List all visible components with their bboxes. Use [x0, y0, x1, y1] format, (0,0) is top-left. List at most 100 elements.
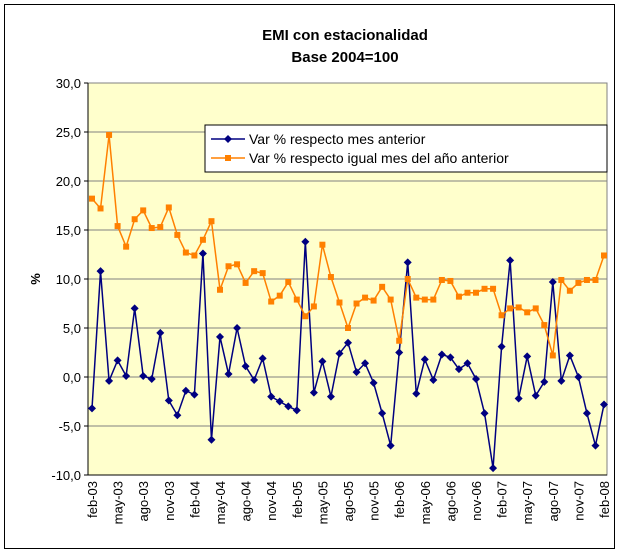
data-point [574, 373, 583, 381]
data-point [541, 322, 548, 329]
data-point [157, 224, 164, 231]
data-point [464, 289, 471, 296]
data-point [558, 276, 565, 283]
legend-label: Var % respecto mes anterior [249, 131, 426, 147]
data-point [345, 325, 351, 331]
data-point [583, 276, 590, 283]
data-point [369, 378, 378, 387]
data-point [258, 354, 267, 363]
x-tick-label: may-05 [315, 481, 330, 524]
data-point [140, 207, 147, 214]
y-tick-label: 0,0 [63, 370, 81, 385]
data-point [96, 267, 105, 276]
data-point [105, 376, 114, 385]
data-point [182, 249, 189, 256]
data-point [490, 285, 497, 292]
x-tick-label: may-07 [520, 481, 535, 524]
data-point [234, 261, 241, 268]
data-point [309, 388, 318, 397]
data-point [515, 304, 522, 311]
data-point [267, 392, 276, 401]
data-point [164, 396, 173, 405]
data-point [386, 441, 395, 450]
x-tick-label: feb-06 [392, 481, 407, 518]
data-point [481, 285, 488, 292]
y-tick-label: -5,0 [59, 419, 81, 434]
x-tick-label: ago-04 [239, 481, 254, 521]
data-point [250, 375, 259, 384]
x-tick-label: ago-06 [443, 481, 458, 521]
x-tick-label: may-04 [213, 481, 228, 524]
data-point [174, 231, 181, 238]
data-point [421, 296, 428, 303]
data-point [275, 397, 284, 406]
data-point [302, 313, 309, 320]
x-tick-label: ago-03 [136, 481, 151, 521]
data-point [139, 372, 148, 381]
data-point [557, 376, 566, 385]
data-point [396, 337, 403, 344]
data-point [165, 204, 172, 211]
data-point [106, 131, 113, 138]
data-point [565, 351, 574, 360]
data-point [437, 350, 446, 359]
data-point [412, 389, 421, 398]
data-point [575, 279, 582, 286]
data-point [549, 352, 556, 359]
data-point [292, 406, 301, 415]
data-point [198, 249, 207, 258]
data-point [131, 216, 138, 223]
data-point [97, 205, 104, 212]
legend-marker [225, 155, 231, 161]
data-point [447, 277, 454, 284]
data-point [284, 402, 293, 411]
data-point [403, 258, 412, 267]
data-point [293, 296, 300, 303]
data-point [89, 195, 95, 202]
data-point [455, 293, 462, 300]
data-point [591, 441, 600, 450]
x-tick-label: feb-04 [187, 481, 202, 518]
data-point [217, 286, 223, 293]
data-point [506, 256, 515, 265]
data-point [601, 252, 607, 259]
data-point [438, 276, 445, 283]
data-point [148, 225, 155, 232]
data-point [88, 404, 96, 413]
data-point [335, 349, 344, 358]
data-point [207, 435, 216, 444]
x-tick-label: feb-05 [290, 481, 305, 518]
data-point [268, 298, 275, 305]
data-point [344, 338, 352, 347]
x-tick-label: may-06 [418, 481, 433, 524]
data-point [242, 279, 249, 286]
x-tick-label: feb-03 [85, 481, 100, 518]
data-point [276, 292, 283, 299]
data-point [387, 296, 394, 303]
x-tick-label: nov-06 [469, 481, 484, 521]
data-point [379, 283, 386, 290]
data-point [251, 268, 258, 275]
data-point [147, 374, 156, 383]
data-point [361, 359, 370, 368]
x-tick-label: nov-05 [367, 481, 382, 521]
data-point [420, 355, 429, 364]
data-point [191, 252, 198, 259]
data-point [190, 390, 199, 399]
y-tick-label: 5,0 [63, 321, 81, 336]
data-point [285, 278, 292, 285]
data-point [548, 277, 557, 286]
data-point [540, 377, 549, 386]
data-point [173, 411, 182, 420]
data-point [454, 365, 463, 374]
data-point [429, 375, 438, 384]
y-tick-label: -10,0 [51, 468, 81, 483]
data-point [336, 299, 343, 306]
x-tick-label: feb-08 [597, 481, 612, 518]
data-point [582, 409, 591, 418]
data-point [473, 289, 479, 296]
data-point [156, 328, 165, 337]
data-point [224, 370, 233, 379]
x-tick-label: may-03 [111, 481, 126, 524]
data-point [225, 263, 232, 270]
